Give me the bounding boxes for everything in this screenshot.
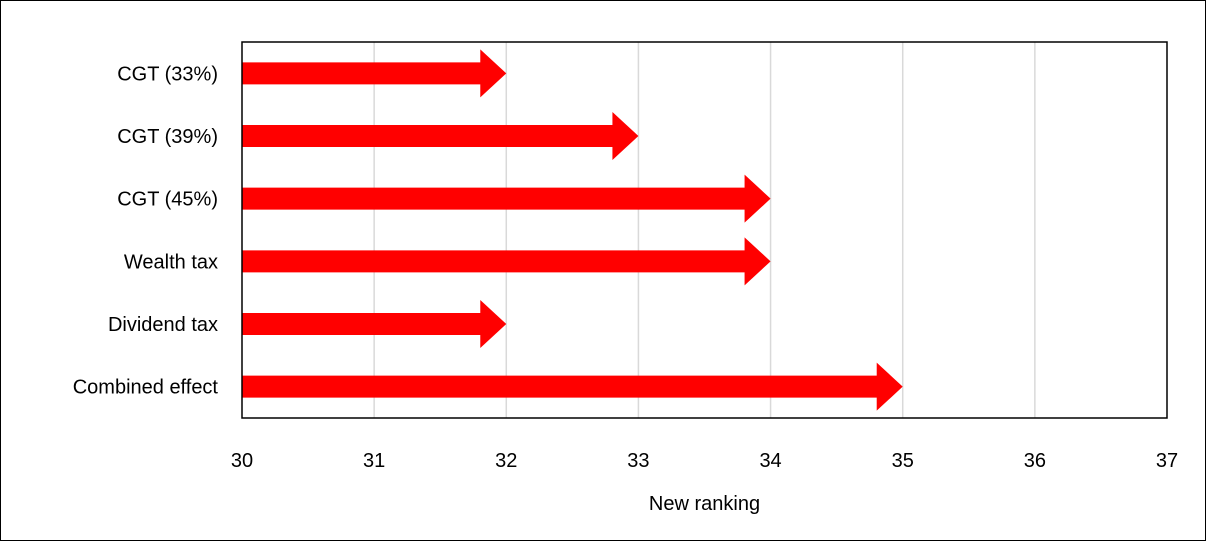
x-tick-label: 35 (892, 450, 914, 472)
x-tick-label: 33 (627, 450, 649, 472)
category-label: CGT (33%) (117, 63, 218, 85)
x-tick-label: 36 (1024, 450, 1046, 472)
bar-layer (242, 49, 903, 411)
x-tick-label: 32 (495, 450, 517, 472)
category-labels: CGT (33%) CGT (39%) CGT (45%) Wealth tax Div… (73, 63, 219, 398)
plot-area-border (241, 41, 1168, 419)
x-tick-label: 37 (1156, 450, 1178, 472)
category-label: Wealth tax (124, 251, 218, 273)
x-tick-label: 34 (759, 450, 781, 472)
bar-arrow-1 (242, 49, 507, 98)
category-label: Combined effect (73, 377, 219, 399)
x-axis-title: New ranking (649, 493, 760, 515)
bar-arrow-3 (242, 174, 771, 223)
bar-arrow-5 (242, 300, 507, 348)
category-label: CGT (45%) (117, 189, 218, 211)
category-label: Dividend tax (108, 314, 218, 336)
grid-layer (373, 42, 1036, 418)
x-tick-label: 31 (363, 450, 385, 472)
bar-arrow-6 (242, 362, 903, 411)
bar-arrow-2 (242, 112, 639, 160)
x-tick-labels: 30 31 32 33 34 35 36 37 (231, 450, 1178, 472)
bar-arrow-4 (242, 237, 771, 286)
x-tick-label: 30 (231, 450, 253, 472)
category-label: CGT (39%) (117, 126, 218, 148)
